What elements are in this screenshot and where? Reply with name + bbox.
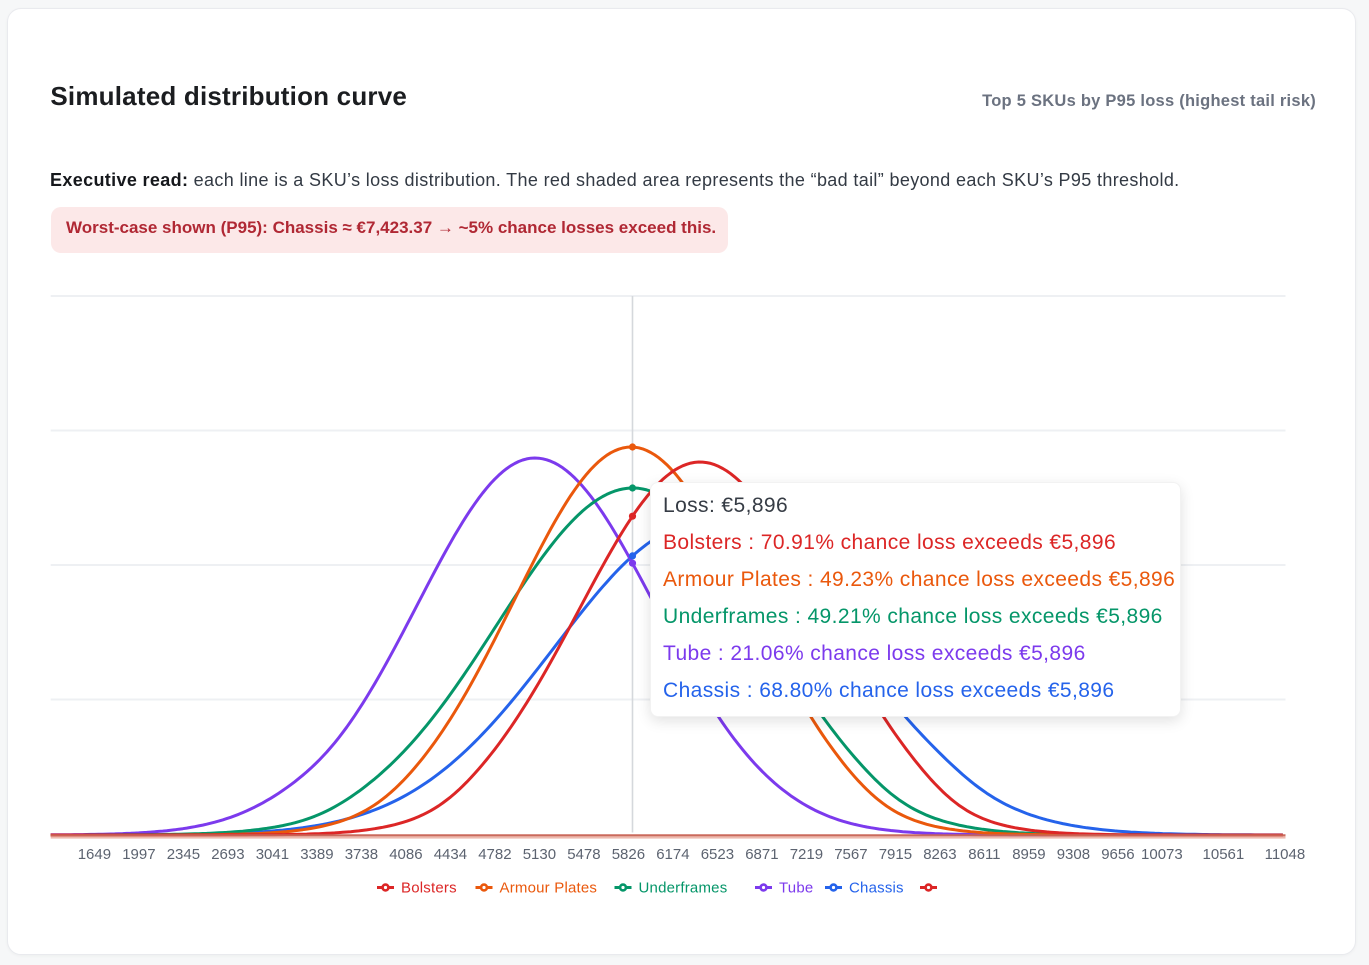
svg-text:Chassis: Chassis	[849, 880, 904, 897]
svg-text:9656: 9656	[1101, 846, 1134, 863]
svg-text:Tube: Tube	[779, 880, 813, 897]
svg-text:3738: 3738	[345, 846, 378, 863]
svg-text:5130: 5130	[523, 846, 556, 863]
svg-text:8959: 8959	[1012, 846, 1045, 863]
svg-text:4434: 4434	[434, 846, 467, 863]
svg-text:Armour Plates: Armour Plates	[500, 880, 598, 897]
svg-text:3041: 3041	[256, 846, 289, 863]
svg-text:10561: 10561	[1203, 846, 1245, 863]
svg-text:2693: 2693	[211, 846, 244, 863]
svg-text:2345: 2345	[167, 846, 200, 863]
svg-text:6174: 6174	[656, 846, 689, 863]
svg-text:7219: 7219	[790, 846, 823, 863]
svg-text:6523: 6523	[701, 846, 734, 863]
svg-text:1649: 1649	[78, 846, 111, 863]
svg-text:Underframes: Underframes	[639, 880, 728, 897]
svg-text:6871: 6871	[745, 846, 778, 863]
svg-text:8611: 8611	[968, 846, 1000, 863]
svg-text:Bolsters: Bolsters	[401, 880, 457, 897]
svg-text:4782: 4782	[478, 846, 511, 863]
svg-text:11048: 11048	[1265, 846, 1306, 863]
svg-text:9308: 9308	[1057, 846, 1090, 863]
svg-text:7567: 7567	[834, 846, 867, 863]
svg-text:7915: 7915	[879, 846, 912, 863]
svg-text:4086: 4086	[389, 846, 422, 863]
svg-text:5826: 5826	[612, 846, 645, 863]
svg-text:8263: 8263	[923, 846, 956, 863]
svg-text:1997: 1997	[122, 846, 155, 863]
svg-text:3389: 3389	[300, 846, 333, 863]
svg-text:10073: 10073	[1141, 846, 1183, 863]
svg-text:5478: 5478	[567, 846, 600, 863]
